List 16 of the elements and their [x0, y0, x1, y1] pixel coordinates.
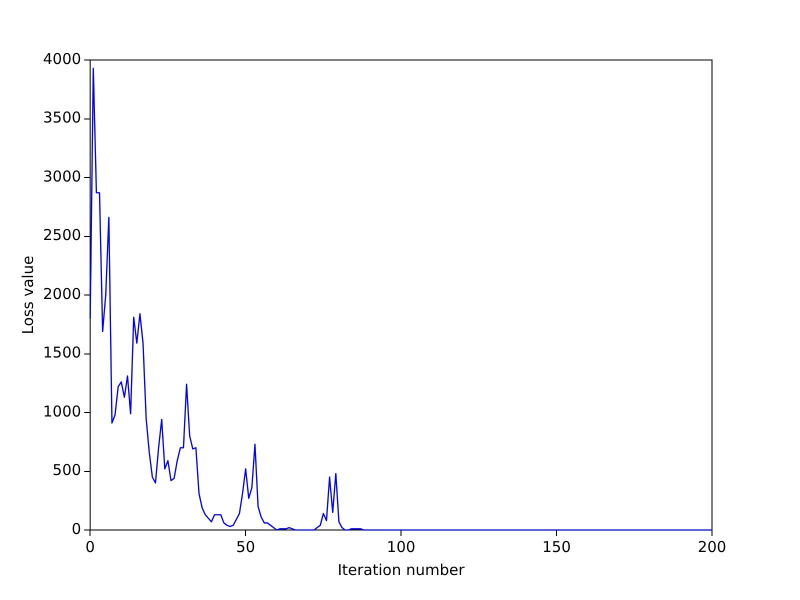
x-axis-title: Iteration number [338, 560, 466, 579]
x-tick-label: 0 [85, 538, 95, 556]
x-tick-label: 200 [698, 538, 726, 556]
x-tick-label: 50 [236, 538, 256, 556]
y-tick-label: 500 [52, 461, 82, 480]
y-tick-label: 4000 [42, 50, 82, 68]
y-tick-label: 2500 [42, 226, 82, 244]
y-tick-label: 2000 [42, 284, 82, 303]
y-axis-title: Loss value [18, 256, 37, 334]
y-tick-label: 0 [72, 520, 82, 538]
y-tick-label: 1000 [42, 402, 82, 420]
y-tick-label: 3500 [42, 108, 82, 127]
y-tick-label: 1500 [42, 344, 82, 362]
x-tick-label: 100 [386, 538, 416, 556]
x-tick-label: 150 [542, 538, 571, 556]
y-tick-label: 3000 [42, 167, 82, 186]
